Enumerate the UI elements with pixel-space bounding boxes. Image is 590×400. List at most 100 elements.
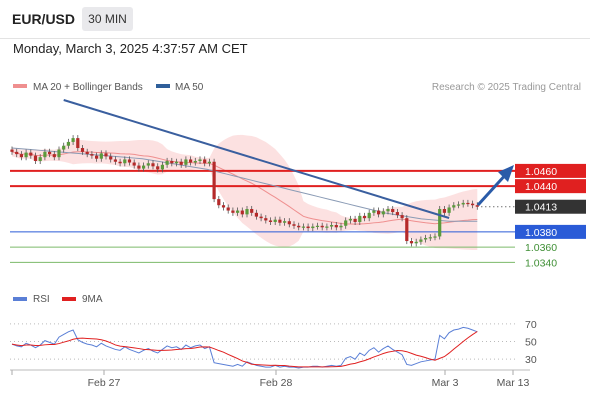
- chart-header: EUR/USD 30 MIN: [0, 0, 590, 39]
- timeframe-badge[interactable]: 30 MIN: [82, 7, 133, 31]
- candle-body: [315, 225, 320, 227]
- candle-body: [320, 225, 324, 228]
- rsi-ma-legend-swatch: [62, 297, 76, 301]
- candle-body: [377, 210, 381, 215]
- ma50-line: [11, 147, 478, 222]
- candle-body: [19, 154, 23, 158]
- candle-body: [273, 219, 277, 222]
- downtrend-line: [63, 99, 450, 219]
- level-1-0460-label: 1.0460: [525, 166, 557, 178]
- forecast-arrow-shaft: [476, 170, 510, 207]
- level-1-0440-label: 1.0440: [525, 181, 557, 193]
- candle-body: [471, 203, 475, 206]
- symbol-label: EUR/USD: [12, 11, 76, 27]
- candle-body: [424, 237, 428, 240]
- candle-body: [433, 236, 437, 238]
- x-axis: Feb 27 Feb 28 Mar 3 Mar 13: [11, 370, 530, 389]
- candle-body: [391, 209, 395, 213]
- x-tick-label: Feb 28: [260, 377, 293, 389]
- candle-body: [43, 151, 47, 158]
- candle-body: [311, 226, 315, 229]
- level-1-0440-tag: [515, 179, 586, 194]
- ma50-legend-swatch: [156, 84, 170, 88]
- candle-body: [344, 220, 348, 226]
- candle-body: [254, 212, 258, 217]
- candle-body: [109, 156, 113, 160]
- candle-body: [264, 218, 268, 221]
- candle-body: [113, 159, 117, 162]
- ma50-legend-label: MA 50: [175, 82, 204, 93]
- candle-body: [447, 207, 451, 213]
- candle-body: [142, 165, 146, 169]
- candle-body: [221, 205, 226, 208]
- candle-body: [66, 141, 70, 146]
- candle-body: [212, 161, 216, 200]
- candle-body: [90, 154, 94, 156]
- candle-body: [362, 215, 367, 219]
- candle-body: [409, 241, 414, 244]
- candle-body: [146, 163, 150, 166]
- candle-body: [189, 159, 193, 163]
- candle-body: [245, 209, 249, 215]
- candle-body: [339, 225, 343, 228]
- ma20-line: [11, 151, 478, 225]
- candle-body: [240, 210, 244, 215]
- candle-body: [226, 207, 230, 211]
- candle-body: [137, 165, 141, 169]
- rsi-tick-70: 70: [525, 319, 537, 331]
- candle-body: [193, 160, 197, 163]
- candle-body: [428, 237, 432, 239]
- candle-body: [10, 149, 14, 152]
- bollinger-legend-swatch: [13, 84, 27, 88]
- candle-body: [95, 155, 99, 159]
- candle-body: [236, 210, 240, 213]
- candle-body: [52, 154, 56, 158]
- candle-body: [268, 220, 273, 222]
- candle-body: [287, 221, 291, 225]
- candle-body: [456, 204, 461, 206]
- candlesticks: [10, 135, 479, 247]
- candle-body: [33, 155, 38, 161]
- candle-body: [358, 215, 362, 222]
- forecast-arrow-head: [498, 165, 514, 182]
- candle-body: [62, 145, 66, 150]
- candle-body: [99, 153, 103, 159]
- rsi-line: [11, 326, 478, 369]
- candle-body: [15, 151, 19, 155]
- level-1-0413-tag: [515, 199, 586, 214]
- candle-body: [132, 162, 136, 166]
- candle-body: [29, 152, 33, 156]
- candle-body: [353, 218, 357, 222]
- candle-body: [250, 209, 254, 213]
- candle-body: [24, 152, 28, 158]
- rsi-tick-50: 50: [525, 337, 537, 349]
- candle-body: [179, 161, 183, 165]
- candle-body: [292, 224, 296, 226]
- candle-body: [461, 202, 465, 205]
- rsi-legend-swatch: [13, 297, 27, 301]
- candle-body: [174, 161, 179, 164]
- level-1-0360-label: 1.0360: [525, 242, 557, 254]
- candle-body: [283, 221, 287, 223]
- rsi-tick-30: 30: [525, 354, 537, 366]
- candle-body: [330, 225, 334, 227]
- candle-body: [372, 210, 376, 213]
- candle-body: [123, 159, 127, 164]
- candle-body: [160, 164, 164, 170]
- candle-body: [297, 225, 301, 228]
- candle-body: [104, 153, 108, 157]
- candle-body: [325, 226, 329, 228]
- candle-body: [207, 161, 211, 164]
- candle-body: [334, 225, 338, 228]
- candle-body: [438, 209, 442, 237]
- rsi-ma-line: [11, 331, 478, 368]
- x-tick-label: Mar 13: [497, 377, 530, 389]
- candle-body: [414, 241, 418, 244]
- candle-body: [301, 226, 305, 228]
- candle-body: [442, 209, 446, 213]
- candle-body: [151, 163, 155, 167]
- candle-body: [118, 161, 122, 164]
- candle-body: [400, 215, 404, 219]
- candle-body: [452, 205, 456, 208]
